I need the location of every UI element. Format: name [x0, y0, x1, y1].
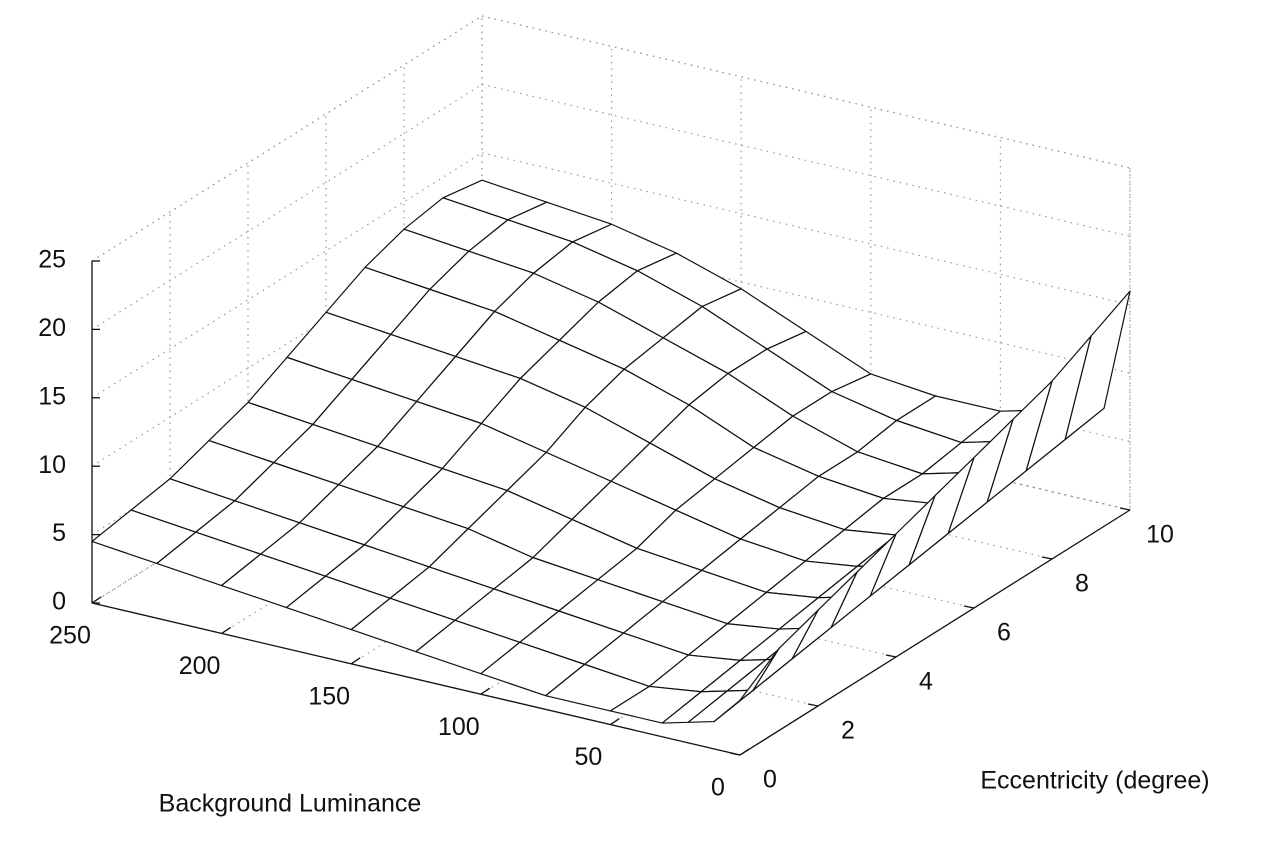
grid-line	[481, 152, 1131, 306]
z-tick-label: 10	[38, 451, 66, 479]
x-tick-label: 150	[308, 682, 350, 710]
z-tick-label: 15	[38, 382, 66, 410]
y-axis	[739, 509, 1131, 756]
x-tick-label: 50	[574, 743, 602, 771]
y-tick	[729, 752, 741, 756]
x-tick	[350, 657, 361, 665]
grid-line	[91, 15, 483, 262]
x-tick-label: 250	[49, 622, 91, 650]
y-tick-label: 4	[919, 668, 933, 696]
y-tick	[885, 654, 897, 658]
grid-line	[481, 83, 1131, 237]
z-tick-label: 0	[52, 588, 66, 616]
x-tick	[480, 687, 491, 695]
z-tick-label: 5	[52, 519, 66, 547]
x-axis-label: Background Luminance	[159, 790, 422, 818]
surface-patch	[713, 647, 780, 723]
z-tick-label: 25	[38, 246, 66, 274]
x-tick-label: 100	[438, 713, 480, 741]
y-tick-label: 10	[1146, 521, 1174, 549]
grid-line	[91, 152, 483, 399]
x-tick	[221, 626, 231, 634]
x-tick	[91, 596, 102, 604]
y-tick-label: 2	[841, 717, 855, 745]
y-tick	[807, 703, 819, 707]
x-tick	[739, 748, 750, 756]
z-tick-label: 20	[38, 314, 66, 342]
y-tick	[1119, 507, 1131, 511]
grid-line	[481, 15, 1131, 169]
x-tick	[610, 718, 620, 726]
y-tick	[1041, 556, 1053, 560]
y-tick-label: 0	[763, 766, 777, 794]
y-tick	[963, 605, 975, 609]
grid-line	[91, 83, 483, 330]
x-axis	[91, 602, 741, 756]
y-tick-label: 6	[997, 619, 1011, 647]
x-tick-label: 200	[179, 652, 221, 680]
y-axis-label: Eccentricity (degree)	[980, 767, 1209, 795]
x-tick-label: 0	[711, 774, 725, 802]
y-tick-label: 8	[1075, 570, 1089, 598]
